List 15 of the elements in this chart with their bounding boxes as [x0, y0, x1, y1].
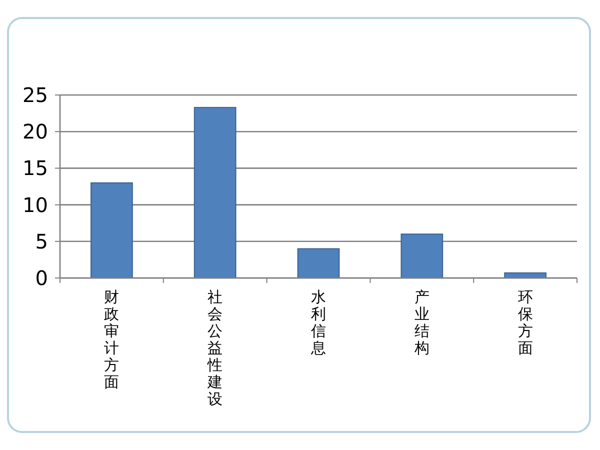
- bar: [90, 182, 133, 278]
- x-tick-label: 水利信息: [310, 288, 326, 357]
- bar: [194, 106, 236, 278]
- y-tick-label: 15: [22, 156, 48, 180]
- y-tick-label: 25: [22, 83, 48, 107]
- y-tick-label: 5: [35, 229, 48, 254]
- y-tick-label: 20: [22, 120, 48, 144]
- y-tick-label: 0: [35, 266, 48, 290]
- x-tick-label: 社会公益性建设: [206, 288, 223, 408]
- x-tick-label: 财政审计方面: [104, 288, 120, 391]
- bar: [297, 248, 340, 278]
- y-tick-label: 10: [22, 192, 48, 217]
- bar: [400, 234, 444, 278]
- x-tick-label: 环保方面: [518, 288, 533, 357]
- x-tick-label: 产业结构: [413, 288, 430, 357]
